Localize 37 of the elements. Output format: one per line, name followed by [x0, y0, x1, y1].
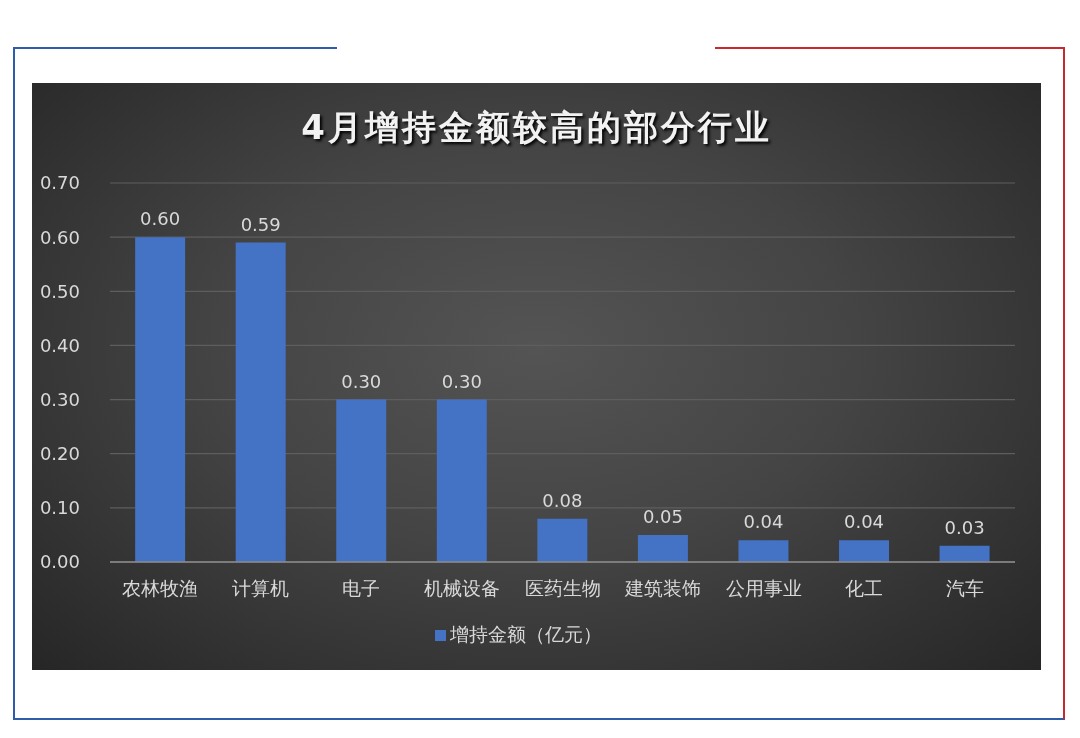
x-tick-label: 汽车: [945, 577, 984, 600]
y-tick-label: 0.30: [39, 388, 80, 410]
data-label: 0.05: [642, 505, 683, 527]
y-tick-label: 0.20: [39, 443, 80, 465]
data-label: 0.60: [140, 208, 181, 230]
data-label: 0.03: [944, 516, 985, 538]
x-tick-label: 农林牧渔: [122, 577, 199, 600]
x-tick-label: 化工: [845, 577, 884, 600]
legend-label: 增持金额（亿元）: [450, 623, 602, 645]
bar: [537, 518, 588, 562]
bar: [336, 399, 387, 562]
y-tick-label: 0.40: [39, 334, 80, 356]
x-tick-label: 电子: [342, 577, 381, 600]
y-tick-label: 0.10: [39, 497, 80, 519]
bar: [436, 399, 487, 562]
data-label: 0.08: [542, 489, 583, 511]
x-tick-label: 公用事业: [725, 577, 802, 600]
bar: [939, 545, 990, 562]
bar: [738, 540, 789, 562]
data-label: 0.04: [743, 511, 784, 533]
y-tick-label: 0.60: [39, 226, 80, 248]
y-tick-label: 0.70: [39, 172, 80, 194]
x-tick-label: 机械设备: [423, 577, 500, 600]
x-tick-label: 医药生物: [524, 577, 601, 600]
bar: [839, 540, 890, 562]
bar: [135, 237, 186, 562]
data-label: 0.30: [341, 370, 382, 392]
data-label: 0.04: [843, 511, 885, 533]
x-tick-label: 建筑装饰: [624, 577, 702, 600]
y-tick-label: 0.00: [39, 551, 80, 573]
bar: [235, 242, 286, 562]
data-label: 0.30: [441, 370, 482, 392]
y-tick-label: 0.50: [39, 280, 80, 302]
chart-title: 4月增持金额较高的部分行业: [300, 106, 773, 149]
data-label: 0.59: [240, 213, 281, 235]
x-tick-label: 计算机: [232, 577, 290, 600]
bar: [637, 534, 688, 562]
